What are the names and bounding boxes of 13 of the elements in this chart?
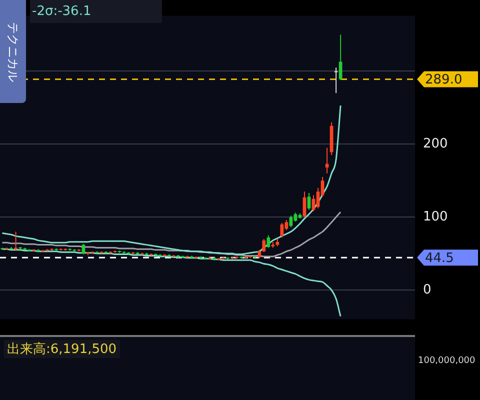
text: 100,000,000 xyxy=(418,356,476,366)
line-series xyxy=(2,211,342,258)
y-tick-label: 200 xyxy=(423,136,448,152)
y-tick-label: 0 xyxy=(423,282,432,298)
ref-line-label: 289.0 xyxy=(425,72,462,88)
info-panel: -2σ:-36.1 xyxy=(30,0,162,23)
ref-line-label: 44.5 xyxy=(425,250,454,266)
line-series xyxy=(2,104,342,256)
text: 出来高:6,191,500 xyxy=(4,340,120,358)
annotation: テクニカル xyxy=(5,22,21,82)
tab-button: テクニカル xyxy=(0,0,26,103)
y-tick-label: 100 xyxy=(423,209,448,224)
line-series xyxy=(2,248,342,318)
